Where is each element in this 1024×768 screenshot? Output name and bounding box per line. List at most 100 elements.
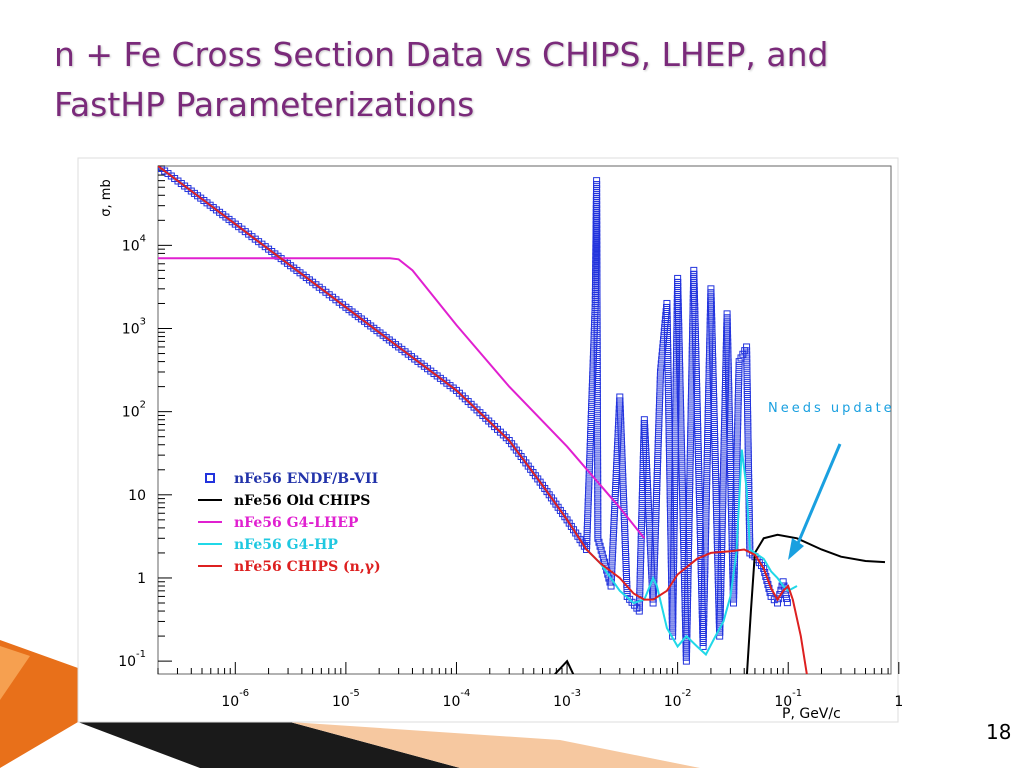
point-nfe56-endf-b-vii — [664, 364, 672, 372]
point-nfe56-endf-b-vii — [708, 313, 716, 321]
point-nfe56-endf-b-vii — [725, 398, 733, 406]
point-nfe56-endf-b-vii — [688, 350, 696, 358]
point-nfe56-endf-b-vii — [726, 430, 734, 438]
point-nfe56-endf-b-vii — [710, 397, 718, 405]
point-nfe56-endf-b-vii — [718, 553, 726, 561]
point-nfe56-endf-b-vii — [686, 490, 694, 498]
point-nfe56-endf-b-vii — [583, 526, 591, 534]
point-nfe56-endf-b-vii — [654, 448, 662, 456]
point-nfe56-endf-b-vii — [675, 334, 683, 342]
point-nfe56-endf-b-vii — [685, 518, 693, 526]
point-nfe56-endf-b-vii — [650, 563, 658, 571]
point-nfe56-endf-b-vii — [621, 545, 629, 553]
point-nfe56-endf-b-vii — [585, 478, 593, 486]
point-nfe56-endf-b-vii — [586, 438, 594, 446]
point-nfe56-endf-b-vii — [623, 576, 631, 584]
point-nfe56-endf-b-vii — [719, 497, 727, 505]
point-nfe56-endf-b-vii — [619, 489, 627, 497]
point-nfe56-endf-b-vii — [669, 596, 677, 604]
point-nfe56-endf-b-vii — [652, 515, 660, 523]
point-nfe56-endf-b-vii — [719, 469, 727, 477]
legend-swatch-nfe56-endf-b-vii — [205, 473, 215, 483]
point-nfe56-endf-b-vii — [696, 526, 704, 534]
point-nfe56-endf-b-vii — [716, 608, 724, 616]
point-nfe56-endf-b-vii — [684, 557, 692, 565]
point-nfe56-endf-b-vii — [593, 398, 601, 406]
point-nfe56-endf-b-vii — [724, 370, 732, 378]
point-nfe56-endf-b-vii — [676, 378, 684, 386]
point-nfe56-endf-b-vii — [666, 488, 674, 496]
point-nfe56-endf-b-vii — [709, 373, 717, 381]
point-nfe56-endf-b-vii — [708, 329, 716, 337]
point-nfe56-endf-b-vii — [593, 241, 601, 249]
point-nfe56-endf-b-vii — [693, 406, 701, 414]
point-nfe56-endf-b-vii — [680, 534, 688, 542]
point-nfe56-endf-b-vii — [678, 450, 686, 458]
point-nfe56-endf-b-vii — [593, 249, 601, 257]
point-nfe56-endf-b-vii — [723, 322, 731, 330]
point-nfe56-endf-b-vii — [653, 464, 661, 472]
y-axis-label: σ, mb — [99, 179, 114, 216]
point-nfe56-endf-b-vii — [688, 354, 696, 362]
legend-label-nfe56-g4-hp: nFe56 G4-HP — [234, 537, 338, 553]
axes: 10-6 10-5 10-4 10-3 10-2 10-1 1 10-1 1 10 102 103 10… — [118, 165, 903, 710]
point-nfe56-endf-b-vii — [670, 512, 678, 520]
point-nfe56-endf-b-vii — [744, 454, 752, 462]
point-nfe56-endf-b-vii — [713, 528, 721, 536]
point-nfe56-endf-b-vii — [679, 498, 687, 506]
point-nfe56-endf-b-vii — [663, 299, 671, 307]
point-nfe56-endf-b-vii — [594, 466, 602, 474]
y-tick-label: 103 — [122, 317, 146, 338]
point-nfe56-endf-b-vii — [663, 316, 671, 324]
point-nfe56-endf-b-vii — [710, 413, 718, 421]
point-nfe56-endf-b-vii — [652, 495, 660, 503]
point-nfe56-endf-b-vii — [708, 345, 716, 353]
point-nfe56-endf-b-vii — [637, 523, 645, 531]
point-nfe56-endf-b-vii — [644, 483, 652, 491]
point-nfe56-endf-b-vii — [594, 454, 602, 462]
point-nfe56-endf-b-vii — [671, 483, 679, 491]
point-nfe56-endf-b-vii — [611, 490, 619, 498]
point-nfe56-endf-b-vii — [692, 342, 700, 350]
point-nfe56-endf-b-vii — [669, 612, 677, 620]
point-nfe56-endf-b-vii — [693, 414, 701, 422]
point-nfe56-endf-b-vii — [612, 486, 620, 494]
point-nfe56-endf-b-vii — [723, 318, 731, 326]
point-nfe56-endf-b-vii — [678, 458, 686, 466]
point-nfe56-endf-b-vii — [695, 462, 703, 470]
point-nfe56-endf-b-vii — [593, 402, 601, 410]
point-nfe56-endf-b-vii — [685, 545, 693, 553]
point-nfe56-endf-b-vii — [596, 542, 604, 550]
point-nfe56-endf-b-vii — [664, 352, 672, 360]
point-nfe56-endf-b-vii — [679, 502, 687, 510]
point-nfe56-endf-b-vii — [617, 433, 625, 441]
point-nfe56-endf-b-vii — [610, 510, 618, 518]
point-nfe56-endf-b-vii — [702, 518, 710, 526]
point-nfe56-endf-b-vii — [593, 414, 601, 422]
point-nfe56-endf-b-vii — [641, 428, 649, 436]
point-nfe56-endf-b-vii — [669, 616, 677, 624]
point-nfe56-endf-b-vii — [686, 462, 694, 470]
point-nfe56-endf-b-vii — [694, 434, 702, 442]
point-nfe56-endf-b-vii — [704, 438, 712, 446]
point-nfe56-endf-b-vii — [643, 471, 651, 479]
needs-update-arrowhead — [788, 538, 804, 560]
point-nfe56-endf-b-vii — [593, 213, 601, 221]
point-nfe56-endf-b-vii — [642, 448, 650, 456]
point-nfe56-endf-b-vii — [718, 537, 726, 545]
point-nfe56-endf-b-vii — [713, 520, 721, 528]
point-nfe56-endf-b-vii — [664, 372, 672, 380]
point-nfe56-endf-b-vii — [612, 473, 620, 481]
point-nfe56-endf-b-vii — [685, 502, 693, 510]
point-nfe56-endf-b-vii — [604, 570, 612, 578]
point-nfe56-endf-b-vii — [645, 511, 653, 519]
point-nfe56-endf-b-vii — [674, 278, 682, 286]
needs-update-arrow — [794, 443, 842, 549]
point-nfe56-endf-b-vii — [593, 277, 601, 285]
point-nfe56-endf-b-vii — [717, 576, 725, 584]
point-nfe56-endf-b-vii — [683, 633, 691, 641]
point-nfe56-endf-b-vii — [593, 345, 601, 353]
point-nfe56-endf-b-vii — [663, 303, 671, 311]
point-nfe56-endf-b-vii — [700, 614, 708, 622]
point-nfe56-endf-b-vii — [694, 438, 702, 446]
